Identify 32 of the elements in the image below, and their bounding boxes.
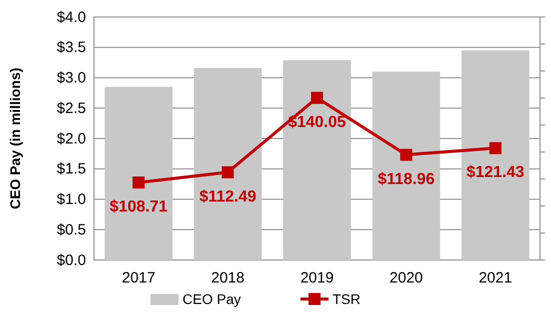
legend-label: TSR [332,291,360,307]
x-tick-label: 2020 [390,270,423,287]
x-tick-label: 2017 [122,270,156,287]
x-tick-label: 2019 [300,270,334,287]
y-tick-label: $0.0 [56,252,86,269]
data-label: $118.96 [378,170,435,188]
bar [462,50,530,260]
point [222,166,234,178]
y-tick-label: $2.0 [56,130,86,148]
x-tick-label: 2021 [478,270,512,287]
y-tick-label: $1.0 [56,191,86,208]
point [400,148,412,161]
data-label: $140.05 [288,114,346,131]
y-tick-label: $3.0 [56,70,86,87]
y-tick-label: $4.0 [56,8,86,26]
point [311,92,323,104]
bar [283,60,351,260]
data-label: $112.49 [199,188,256,206]
legend-label: CEO Pay [182,291,241,307]
y-tick-label: $3.5 [56,39,86,56]
bar [104,86,172,260]
data-label: $108.71 [110,198,168,216]
y-tick-label: $1.5 [56,160,86,178]
bar [372,72,440,260]
y-tick-label: $2.5 [56,100,86,117]
y-tick-label: $0.5 [56,221,86,238]
bar [194,68,262,260]
point [489,142,502,154]
data-label: $121.43 [466,164,524,182]
x-tick-label: 2018 [211,270,244,287]
point [132,176,145,188]
y-axis-title: CEO Pay (in millions) [7,68,23,210]
